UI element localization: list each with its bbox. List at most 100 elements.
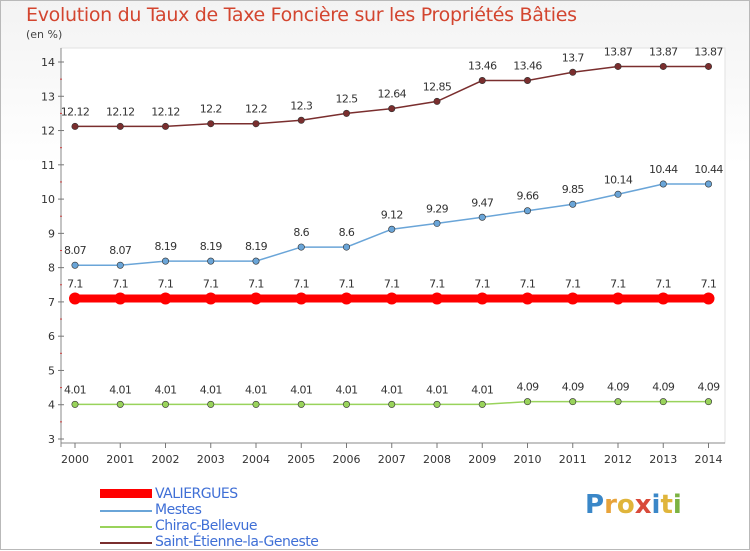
data-label-saint-etienne-la-geneste: 12.12 [61, 105, 90, 118]
x-tick-label: 2003 [197, 453, 225, 466]
x-tick-label: 2012 [604, 453, 632, 466]
data-point-chirac-bellevue [252, 400, 260, 408]
data-point-saint-etienne-la-geneste [478, 77, 486, 85]
data-label-chirac-bellevue: 4.09 [516, 381, 539, 394]
data-label-chirac-bellevue: 4.09 [697, 381, 720, 394]
y-tick-label: 4 [48, 399, 55, 412]
data-point-valiergues [340, 292, 353, 305]
data-label-chirac-bellevue: 4.09 [562, 381, 585, 394]
data-label-saint-etienne-la-geneste: 13.7 [562, 51, 585, 64]
data-point-chirac-bellevue [523, 398, 531, 406]
data-point-valiergues [476, 292, 489, 305]
legend-label: Chirac-Bellevue [155, 518, 258, 534]
data-label-chirac-bellevue: 4.09 [652, 381, 675, 394]
legend-label: Saint-Étienne-la-Geneste [155, 534, 319, 550]
data-label-mestes: 8.6 [339, 226, 355, 239]
y-tick-label: 8 [48, 262, 55, 275]
data-label-mestes: 8.19 [200, 240, 223, 253]
data-label-mestes: 8.07 [64, 244, 87, 257]
data-point-saint-etienne-la-geneste [614, 62, 622, 70]
data-label-saint-etienne-la-geneste: 13.46 [513, 60, 542, 73]
data-point-valiergues [159, 292, 172, 305]
x-tick-label: 2013 [649, 453, 677, 466]
data-point-saint-etienne-la-geneste [162, 122, 170, 130]
logo-letter: P [585, 490, 605, 520]
data-label-valiergues: 7.1 [701, 277, 717, 290]
data-point-saint-etienne-la-geneste [569, 68, 577, 76]
data-point-chirac-bellevue [297, 400, 305, 408]
data-point-chirac-bellevue [116, 400, 124, 408]
x-tick-label: 2006 [333, 453, 361, 466]
x-tick-label: 2007 [378, 453, 406, 466]
data-point-mestes [71, 261, 79, 269]
y-tick-label: 13 [41, 90, 55, 103]
legend-swatch [100, 526, 152, 528]
legend-swatch [100, 542, 152, 544]
y-tick-label: 3 [48, 433, 55, 446]
data-point-mestes [388, 225, 396, 233]
data-label-valiergues: 7.1 [293, 277, 309, 290]
data-label-saint-etienne-la-geneste: 12.5 [335, 92, 358, 105]
y-tick-label: 6 [48, 330, 55, 343]
y-tick-label: 7 [48, 296, 55, 309]
data-point-mestes [569, 200, 577, 208]
data-point-valiergues [657, 292, 670, 305]
chart-title: Evolution du Taux de Taxe Foncière sur l… [26, 4, 577, 26]
data-point-valiergues [612, 292, 624, 305]
data-point-mestes [523, 207, 531, 215]
y-tick-label: 5 [48, 364, 55, 377]
data-label-mestes: 10.14 [604, 173, 633, 186]
x-tick-label: 2002 [152, 453, 180, 466]
data-point-chirac-bellevue [342, 400, 350, 408]
data-label-mestes: 9.85 [562, 183, 585, 196]
x-tick-label: 2005 [287, 453, 315, 466]
data-label-mestes: 9.12 [381, 208, 403, 221]
data-label-mestes: 8.19 [245, 240, 268, 253]
data-point-chirac-bellevue [614, 398, 622, 406]
unit-label: (en %) [26, 28, 63, 41]
x-tick-label: 2008 [423, 453, 451, 466]
data-label-saint-etienne-la-geneste: 12.3 [290, 99, 313, 112]
data-point-saint-etienne-la-geneste [433, 97, 441, 105]
data-label-valiergues: 7.1 [565, 277, 581, 290]
data-label-chirac-bellevue: 4.01 [64, 383, 86, 396]
data-label-saint-etienne-la-geneste: 13.46 [468, 60, 497, 73]
data-point-chirac-bellevue [388, 400, 396, 408]
data-point-mestes [207, 257, 215, 265]
data-point-mestes [162, 257, 170, 265]
logo-letter: i [672, 490, 682, 520]
data-label-valiergues: 7.1 [384, 277, 400, 290]
data-label-chirac-bellevue: 4.01 [200, 383, 222, 396]
data-label-saint-etienne-la-geneste: 12.2 [200, 103, 222, 116]
data-label-saint-etienne-la-geneste: 13.87 [649, 45, 678, 58]
data-label-valiergues: 7.1 [67, 277, 83, 290]
data-point-valiergues [521, 292, 534, 305]
data-label-mestes: 8.07 [109, 244, 132, 257]
data-point-saint-etienne-la-geneste [704, 62, 712, 70]
data-point-mestes [478, 213, 486, 221]
data-point-mestes [252, 257, 260, 265]
data-point-saint-etienne-la-geneste [659, 62, 667, 70]
data-label-mestes: 9.47 [471, 196, 494, 209]
data-point-chirac-bellevue [433, 400, 441, 408]
data-point-saint-etienne-la-geneste [388, 105, 396, 113]
data-label-chirac-bellevue: 4.01 [154, 383, 176, 396]
data-point-valiergues [204, 292, 217, 305]
x-tick-label: 2011 [559, 453, 587, 466]
data-point-chirac-bellevue [478, 400, 486, 408]
data-label-saint-etienne-la-geneste: 12.12 [151, 105, 180, 118]
data-label-saint-etienne-la-geneste: 12.12 [106, 105, 135, 118]
data-point-chirac-bellevue [659, 398, 667, 406]
data-label-mestes: 8.19 [154, 240, 177, 253]
data-label-mestes: 9.29 [426, 202, 449, 215]
y-tick-label: 9 [48, 227, 55, 240]
x-tick-label: 2001 [106, 453, 134, 466]
legend-swatch [100, 489, 152, 498]
data-label-chirac-bellevue: 4.01 [471, 383, 493, 396]
logo-letter: o [616, 490, 635, 520]
data-point-valiergues [566, 292, 579, 305]
y-tick-label: 10 [41, 193, 55, 206]
x-tick-label: 2009 [468, 453, 496, 466]
data-label-valiergues: 7.1 [112, 277, 128, 290]
data-point-mestes [659, 180, 667, 188]
